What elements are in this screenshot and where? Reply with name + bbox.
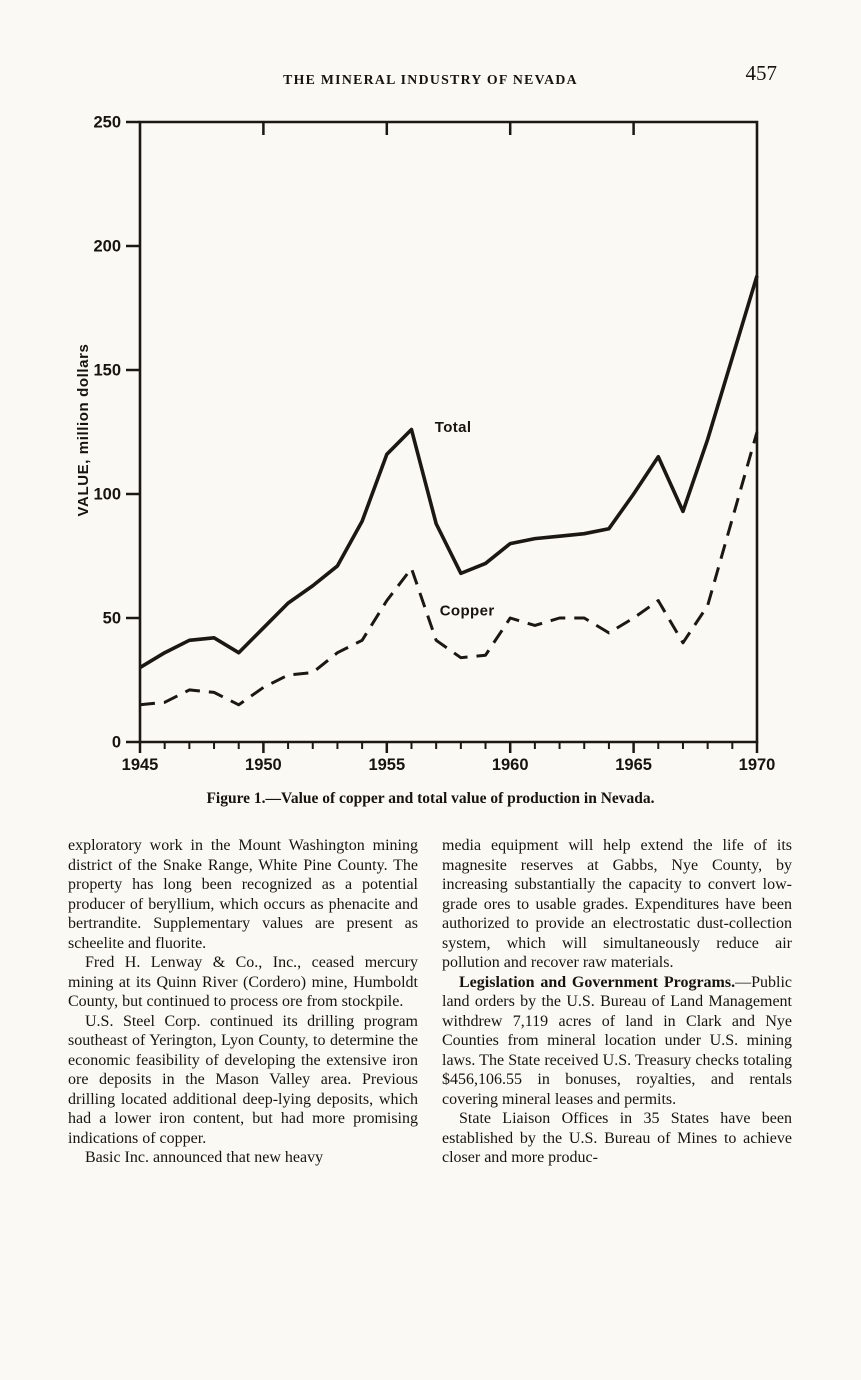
x-tick-label: 1955 (368, 756, 405, 774)
x-tick-label: 1960 (492, 756, 529, 774)
series-label-copper: Copper (440, 603, 495, 620)
series-line-copper (139, 431, 759, 707)
paragraph: State Liaison Offices in 35 States have … (442, 1110, 792, 1166)
running-header: THE MINERAL INDUSTRY OF NEVADA (283, 72, 578, 87)
figure-caption: Figure 1.—Value of copper and total valu… (206, 790, 655, 807)
paragraph: Legislation and Government Programs.—Pub… (442, 973, 792, 1108)
y-tick-label: 150 (93, 362, 121, 380)
y-tick-label: 250 (93, 114, 121, 132)
series-label-total: Total (435, 419, 472, 436)
paragraph: Fred H. Lenway & Co., Inc., ceased mercu… (68, 954, 418, 1010)
y-tick-label: 100 (93, 486, 121, 504)
paragraph-lead-bold: Legislation and Government Programs. (459, 973, 736, 991)
paragraph: Basic Inc. announced that new heavy (85, 1149, 324, 1166)
y-tick-label: 0 (112, 734, 121, 752)
y-tick-label: 50 (103, 610, 121, 628)
series-line-total (139, 275, 759, 670)
page-number: 457 (745, 61, 778, 85)
x-tick-label: 1950 (245, 756, 282, 774)
paragraph: exploratory work in the Mount Washington… (68, 837, 418, 952)
x-tick-label: 1945 (122, 756, 159, 774)
article-column-left: exploratory work in the Mount Washington… (68, 836, 418, 1168)
x-tick-label: 1970 (739, 756, 776, 774)
paragraph: media equipment will help extend the lif… (442, 837, 792, 971)
paragraph: U.S. Steel Corp. continued its drilling … (68, 1012, 418, 1147)
article-column-right: media equipment will help extend the lif… (442, 836, 792, 1168)
y-tick-label: 200 (93, 238, 121, 256)
figure-chart: 0 50 100 150 200 250 1945 1950 1955 1960 1965 1970 V… (75, 114, 776, 775)
x-tick-label: 1965 (615, 756, 652, 774)
y-axis-title: VALUE, million dollars (75, 344, 92, 517)
